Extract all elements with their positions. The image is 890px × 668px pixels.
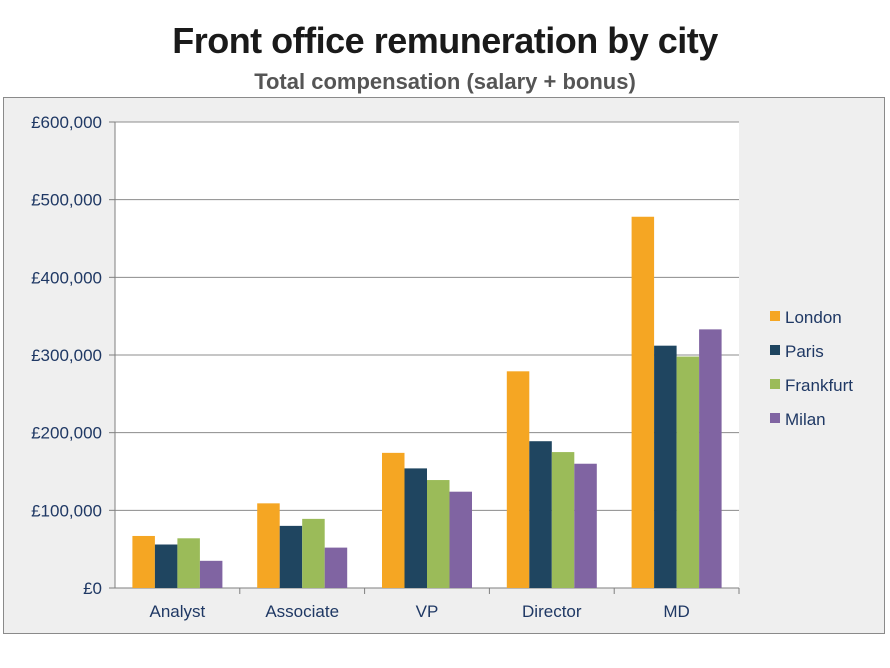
legend-swatch-frankfurt bbox=[770, 379, 780, 389]
y-tick-label: £300,000 bbox=[31, 346, 102, 365]
legend-label-milan: Milan bbox=[785, 410, 826, 429]
x-tick-label: Analyst bbox=[150, 602, 206, 621]
bar-london-analyst bbox=[132, 535, 155, 588]
legend-swatch-milan bbox=[770, 413, 780, 423]
x-tick-label: Director bbox=[522, 602, 582, 621]
bar-london-vp bbox=[382, 452, 405, 588]
bar-frankfurt-vp bbox=[427, 480, 450, 588]
chart-subtitle: Total compensation (salary + bonus) bbox=[254, 69, 636, 94]
bar-london-md bbox=[631, 216, 655, 588]
y-tick-label: £100,000 bbox=[31, 501, 102, 520]
chart-title: Front office remuneration by city bbox=[172, 20, 718, 61]
bar-frankfurt-analyst bbox=[177, 538, 200, 588]
bar-paris-director bbox=[529, 441, 552, 588]
legend-label-london: London bbox=[785, 308, 842, 327]
y-tick-label: £600,000 bbox=[31, 113, 102, 132]
x-tick-label: VP bbox=[416, 602, 439, 621]
y-tick-label: £400,000 bbox=[31, 268, 102, 287]
y-tick-label: £500,000 bbox=[31, 191, 102, 210]
bar-milan-analyst bbox=[199, 560, 223, 588]
bar-paris-vp bbox=[404, 468, 427, 588]
bar-milan-md bbox=[699, 329, 722, 588]
bar-london-associate bbox=[257, 503, 280, 588]
bar-frankfurt-md bbox=[676, 356, 700, 588]
bar-paris-associate bbox=[279, 525, 303, 588]
legend-label-frankfurt: Frankfurt bbox=[785, 376, 853, 395]
legend-swatch-paris bbox=[770, 345, 780, 355]
bar-milan-director bbox=[574, 463, 597, 588]
bar-frankfurt-associate bbox=[302, 518, 325, 588]
y-tick-label: £0 bbox=[83, 579, 102, 598]
x-tick-label: Associate bbox=[265, 602, 339, 621]
legend-swatch-london bbox=[770, 311, 780, 321]
x-tick-label: MD bbox=[663, 602, 689, 621]
bar-frankfurt-director bbox=[551, 452, 575, 588]
y-tick-label: £200,000 bbox=[31, 424, 102, 443]
bar-london-director bbox=[506, 371, 530, 588]
bar-milan-vp bbox=[449, 491, 472, 588]
legend-label-paris: Paris bbox=[785, 342, 824, 361]
bar-milan-associate bbox=[324, 547, 348, 588]
bar-paris-md bbox=[654, 345, 677, 588]
bar-paris-analyst bbox=[154, 544, 178, 588]
